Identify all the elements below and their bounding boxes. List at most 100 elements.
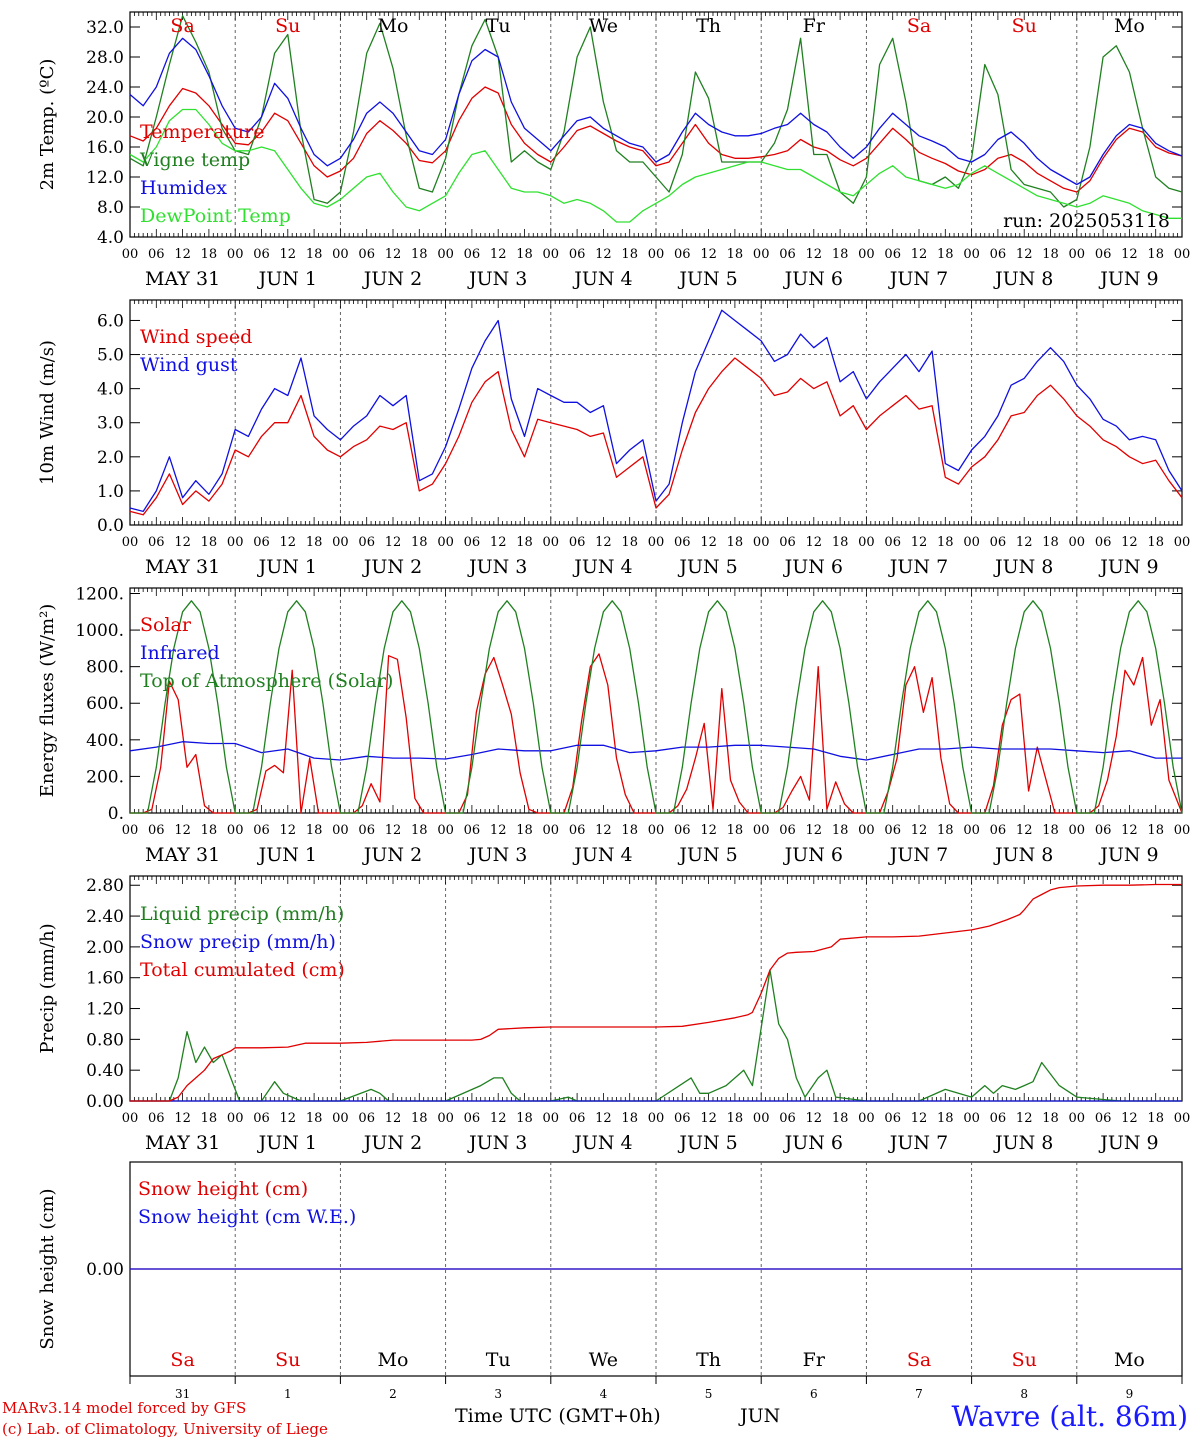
x-tick-label: 00 (1174, 1111, 1191, 1126)
day-number-label: 7 (915, 1387, 923, 1401)
x-tick-label: 12 (385, 535, 402, 550)
y-tick-label: 1000. (75, 621, 124, 641)
x-tick-label: 06 (884, 1111, 901, 1126)
month-label: JUN (740, 1405, 781, 1427)
plot-frame (129, 587, 1183, 814)
y-tick-label: 32.0 (86, 18, 124, 38)
x-tick-label: 00 (543, 1111, 560, 1126)
date-label: JUN 6 (783, 556, 843, 578)
x-tick-label: 12 (700, 823, 717, 838)
day-number-label: 6 (810, 1387, 818, 1401)
date-label: JUN 4 (572, 556, 632, 578)
weekday-label: Mo (378, 1349, 409, 1371)
y-tick-label: 3.0 (97, 414, 124, 434)
x-tick-label: 00 (648, 535, 665, 550)
y-tick-label: 2.00 (86, 938, 124, 958)
x-tick-label: 00 (963, 247, 980, 262)
day-number-label: 3 (494, 1387, 502, 1401)
x-tick-label: 00 (753, 247, 770, 262)
weekday-label: Su (1012, 15, 1037, 37)
x-tick-label: 18 (411, 247, 428, 262)
x-tick-label: 00 (648, 247, 665, 262)
x-tick-label: 18 (727, 535, 744, 550)
x-tick-label: 18 (832, 535, 849, 550)
date-label: MAY 31 (145, 268, 220, 290)
y-tick-label: 0.80 (86, 1030, 124, 1050)
date-label: JUN 4 (572, 1132, 632, 1154)
x-tick-label: 12 (1121, 1111, 1138, 1126)
day-number-label: 2 (389, 1387, 397, 1401)
legend-entry: Snow precip (mm/h) (140, 931, 336, 953)
x-tick-label: 12 (911, 823, 928, 838)
date-label: JUN 2 (362, 1132, 422, 1154)
x-tick-label: 12 (280, 535, 297, 550)
x-tick-label: 06 (1095, 535, 1112, 550)
date-label: JUN 7 (888, 1132, 948, 1154)
series-line-infrared (129, 741, 1182, 761)
x-tick-label: 18 (937, 1111, 954, 1126)
series-line-wind-gust (129, 309, 1183, 513)
legend-entry: Humidex (140, 177, 227, 199)
date-label: JUN 1 (257, 556, 317, 578)
date-label: JUN 3 (467, 844, 527, 866)
x-tick-label: 00 (1069, 535, 1086, 550)
location-title: Wavre (alt. 86m) (951, 1400, 1188, 1433)
x-tick-label: 18 (516, 823, 533, 838)
day-number-label: 1 (284, 1387, 292, 1401)
x-tick-label: 12 (490, 1111, 507, 1126)
y-tick-label: 5.0 (97, 346, 124, 366)
legend-entry: Infrared (140, 642, 220, 664)
weekday-label: Mo (1114, 1349, 1145, 1371)
x-tick-label: 06 (779, 535, 796, 550)
y-tick-label: 4.0 (97, 380, 124, 400)
x-tick-label: 00 (227, 247, 244, 262)
x-tick-label: 18 (306, 1111, 323, 1126)
x-tick-label: 06 (253, 247, 270, 262)
weekday-label: Sa (170, 1349, 194, 1371)
x-tick-label: 00 (332, 823, 349, 838)
x-tick-label: 12 (806, 1111, 823, 1126)
x-tick-label: 06 (464, 247, 481, 262)
x-tick-label: 18 (516, 535, 533, 550)
x-tick-label: 06 (990, 1111, 1007, 1126)
x-tick-label: 00 (122, 247, 139, 262)
date-label: JUN 8 (993, 844, 1053, 866)
x-tick-label: 18 (937, 823, 954, 838)
x-tick-label: 18 (937, 535, 954, 550)
weekday-label: We (589, 1349, 618, 1371)
weekday-label: Sa (907, 15, 931, 37)
x-tick-label: 12 (280, 823, 297, 838)
x-tick-label: 12 (280, 247, 297, 262)
legend-entry: Solar (140, 614, 192, 636)
date-label: JUN 2 (362, 556, 422, 578)
y-tick-label: 4.0 (97, 228, 124, 248)
x-tick-label: 00 (858, 535, 875, 550)
x-tick-label: 18 (1147, 823, 1164, 838)
x-tick-label: 12 (385, 1111, 402, 1126)
y-axis-label: 10m Wind (m/s) (37, 340, 58, 485)
x-tick-label: 00 (963, 823, 980, 838)
x-tick-label: 06 (674, 823, 691, 838)
x-tick-label: 18 (411, 823, 428, 838)
legend-entry: DewPoint Temp (140, 205, 291, 227)
x-tick-label: 00 (227, 1111, 244, 1126)
date-label: JUN 9 (1098, 844, 1158, 866)
x-tick-label: 12 (806, 535, 823, 550)
x-tick-label: 18 (306, 823, 323, 838)
date-label: JUN 7 (888, 268, 948, 290)
x-tick-label: 18 (621, 535, 638, 550)
x-tick-label: 06 (358, 535, 375, 550)
x-tick-label: 06 (253, 823, 270, 838)
date-label: JUN 5 (677, 1132, 737, 1154)
weekday-label: Mo (1114, 15, 1145, 37)
y-tick-label: 28.0 (86, 48, 124, 68)
x-tick-label: 18 (201, 535, 218, 550)
x-tick-label: 00 (1174, 535, 1191, 550)
legend-entry: Liquid precip (mm/h) (140, 903, 344, 925)
x-tick-label: 06 (569, 535, 586, 550)
x-tick-label: 06 (674, 247, 691, 262)
x-tick-label: 06 (253, 1111, 270, 1126)
x-tick-label: 00 (332, 1111, 349, 1126)
y-tick-label: 200. (86, 767, 124, 787)
